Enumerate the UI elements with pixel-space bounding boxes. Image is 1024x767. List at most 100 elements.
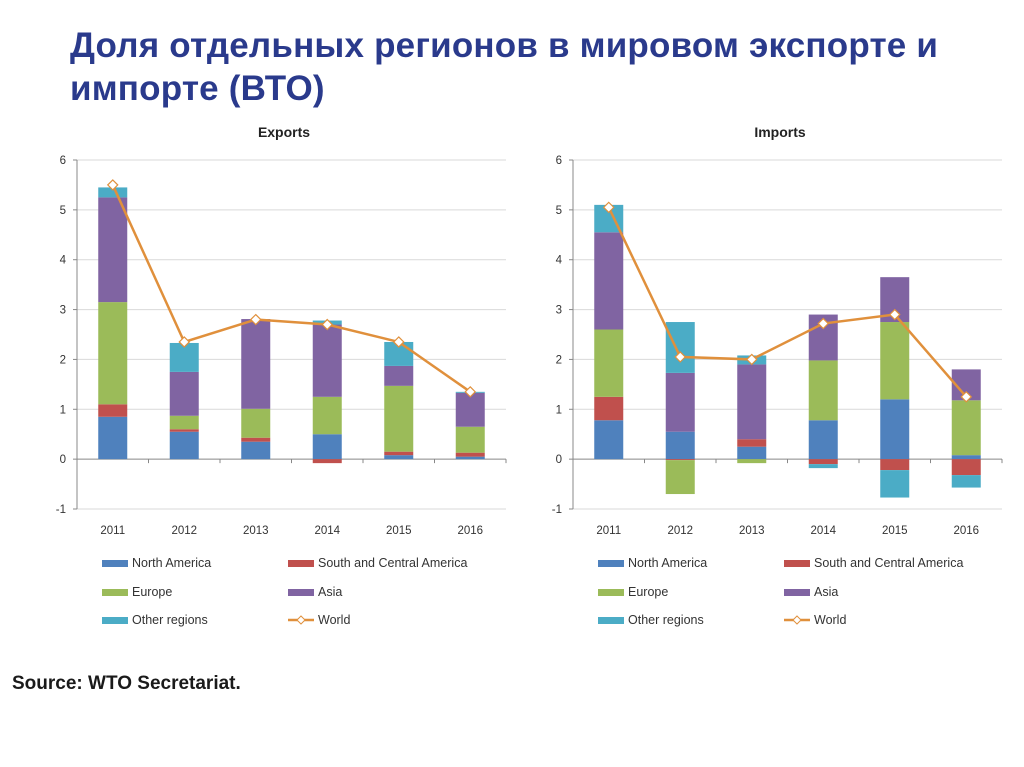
imports-x-tick-label: 2012: [667, 525, 693, 537]
exports-y-tick-label: 3: [60, 305, 66, 317]
exports-x-tick-label: 2016: [457, 525, 483, 537]
imports-legend-label-north-america: North America: [628, 556, 707, 570]
imports-world-marker-2014: [817, 317, 830, 330]
exports-legend-swatch-north-america: [102, 560, 128, 567]
exports-bar-asia-2013: [241, 319, 271, 409]
exports-y-tick-label: 2: [60, 354, 66, 366]
imports-world-marker-2013: [745, 353, 758, 366]
exports-bar-asia-2014: [312, 324, 342, 397]
exports-y-tick-label: -1: [56, 504, 66, 516]
imports-y-tick-label: 4: [556, 255, 563, 267]
exports-bar-south-and-central-america-2014: [312, 459, 342, 464]
exports-bar-asia-2011: [98, 197, 128, 303]
exports-bar-north-america-2016: [455, 456, 485, 460]
imports-world-marker-2016: [960, 390, 973, 403]
exports-bar-other-regions-2011: [98, 187, 128, 198]
imports-bar-other-regions-2014: [808, 464, 838, 469]
imports-x-tick-label: 2016: [953, 525, 979, 537]
imports-legend-swatch-asia: [784, 589, 810, 596]
exports-bar-north-america-2012: [169, 431, 199, 460]
source-note: Source: WTO Secretariat.: [12, 673, 241, 694]
imports-bar-south-and-central-america-2013: [737, 439, 767, 447]
exports-chart-title: Exports: [258, 124, 310, 140]
exports-bar-europe-2011: [98, 302, 128, 405]
imports-y-tick-label: 6: [556, 155, 562, 167]
exports-bar-south-and-central-america-2012: [169, 429, 199, 432]
imports-bar-europe-2011: [594, 329, 624, 397]
exports-bar-north-america-2015: [384, 455, 414, 460]
exports-legend-label-other-regions: Other regions: [132, 613, 208, 627]
exports-world-line: [111, 184, 471, 393]
imports-bar-europe-2015: [880, 322, 910, 400]
imports-legend-swatch-other-regions: [598, 617, 624, 624]
imports-bar-north-america-2016: [951, 455, 981, 460]
exports-legend-marker-world: [296, 615, 306, 625]
imports-bar-europe-2012: [665, 460, 695, 495]
exports-bar-north-america-2014: [312, 434, 342, 460]
exports-y-tick-label: 4: [60, 255, 67, 267]
exports-x-tick-label: 2012: [171, 525, 197, 537]
imports-legend-swatch-south-and-central-america: [784, 560, 810, 567]
imports-bar-north-america-2012: [665, 431, 695, 460]
imports-world-marker-2015: [888, 308, 901, 321]
imports-y-tick-label: 3: [556, 305, 562, 317]
exports-bar-asia-2016: [455, 392, 485, 427]
exports-legend-label-europe: Europe: [132, 585, 172, 599]
imports-legend-label-south-and-central-america: South and Central America: [814, 556, 963, 570]
exports-legend-label-north-america: North America: [132, 556, 211, 570]
slide-title: Доля отдельных регионов в мировом экспор…: [70, 26, 939, 108]
exports-legend-swatch-south-and-central-america: [288, 560, 314, 567]
imports-legend-swatch-north-america: [598, 560, 624, 567]
exports-world-marker-2015: [392, 336, 405, 348]
exports-bar-europe-2013: [241, 408, 271, 438]
imports-y-tick-label: 2: [556, 354, 562, 366]
exports-legend-swatch-asia: [288, 589, 314, 596]
imports-y-tick-label: -1: [552, 504, 562, 516]
exports-x-tick-label: 2011: [100, 525, 125, 537]
imports-bar-south-and-central-america-2015: [880, 459, 910, 471]
imports-bar-asia-2011: [594, 232, 624, 330]
exports-bar-north-america-2013: [241, 441, 271, 460]
exports-x-tick-label: 2014: [314, 525, 340, 537]
imports-bar-south-and-central-america-2011: [594, 396, 624, 421]
exports-world-marker-2012: [178, 336, 191, 348]
exports-world-marker-2014: [321, 318, 334, 331]
imports-bar-south-and-central-america-2012: [665, 459, 695, 461]
imports-world-line: [607, 206, 968, 398]
exports-y-tick-label: 1: [60, 404, 66, 416]
exports-legend-label-asia: Asia: [318, 585, 342, 599]
imports-legend-marker-world: [792, 615, 802, 625]
exports-world-marker-2016: [464, 385, 477, 398]
exports-bar-asia-2015: [384, 365, 414, 386]
imports-y-tick-label: 1: [556, 404, 562, 416]
imports-y-tick-label: 5: [556, 205, 562, 217]
imports-bar-other-regions-2012: [665, 322, 695, 373]
exports-x-tick-label: 2015: [386, 525, 412, 537]
exports-bar-south-and-central-america-2013: [241, 437, 271, 442]
exports-y-tick-label: 0: [60, 454, 66, 466]
imports-bar-europe-2014: [808, 360, 838, 421]
imports-chart: Imports -1 0 1 2 3 4 5 6 2011 2012 2013 2014 2015 2016…: [552, 124, 1003, 627]
exports-bar-south-and-central-america-2016: [455, 452, 485, 457]
exports-bar-north-america-2011: [98, 416, 128, 460]
imports-legend-label-world: World: [814, 613, 846, 627]
exports-legend-swatch-other-regions: [102, 617, 128, 624]
imports-bar-asia-2013: [737, 364, 767, 440]
imports-x-tick-label: 2013: [739, 525, 765, 537]
exports-legend-label-south-and-central-america: South and Central America: [318, 556, 467, 570]
imports-bar-south-and-central-america-2016: [951, 459, 981, 476]
imports-bar-europe-2016: [951, 400, 981, 456]
exports-y-tick-label: 5: [60, 205, 66, 217]
imports-world-marker-2012: [674, 351, 687, 363]
imports-bar-south-and-central-america-2014: [808, 459, 838, 465]
imports-bar-europe-2013: [737, 459, 767, 464]
imports-bar-north-america-2014: [808, 420, 838, 460]
exports-bar-europe-2012: [169, 415, 199, 430]
exports-bar-south-and-central-america-2011: [98, 404, 128, 417]
exports-bar-europe-2015: [384, 385, 414, 452]
exports-legend-swatch-europe: [102, 589, 128, 596]
imports-legend-label-europe: Europe: [628, 585, 668, 599]
exports-chart: Exports -1 0 1 2 3 4 5 6 2011 2012 2013 2014 2015 2016…: [56, 124, 507, 627]
imports-x-tick-label: 2014: [810, 525, 836, 537]
imports-x-tick-label: 2011: [596, 525, 621, 537]
